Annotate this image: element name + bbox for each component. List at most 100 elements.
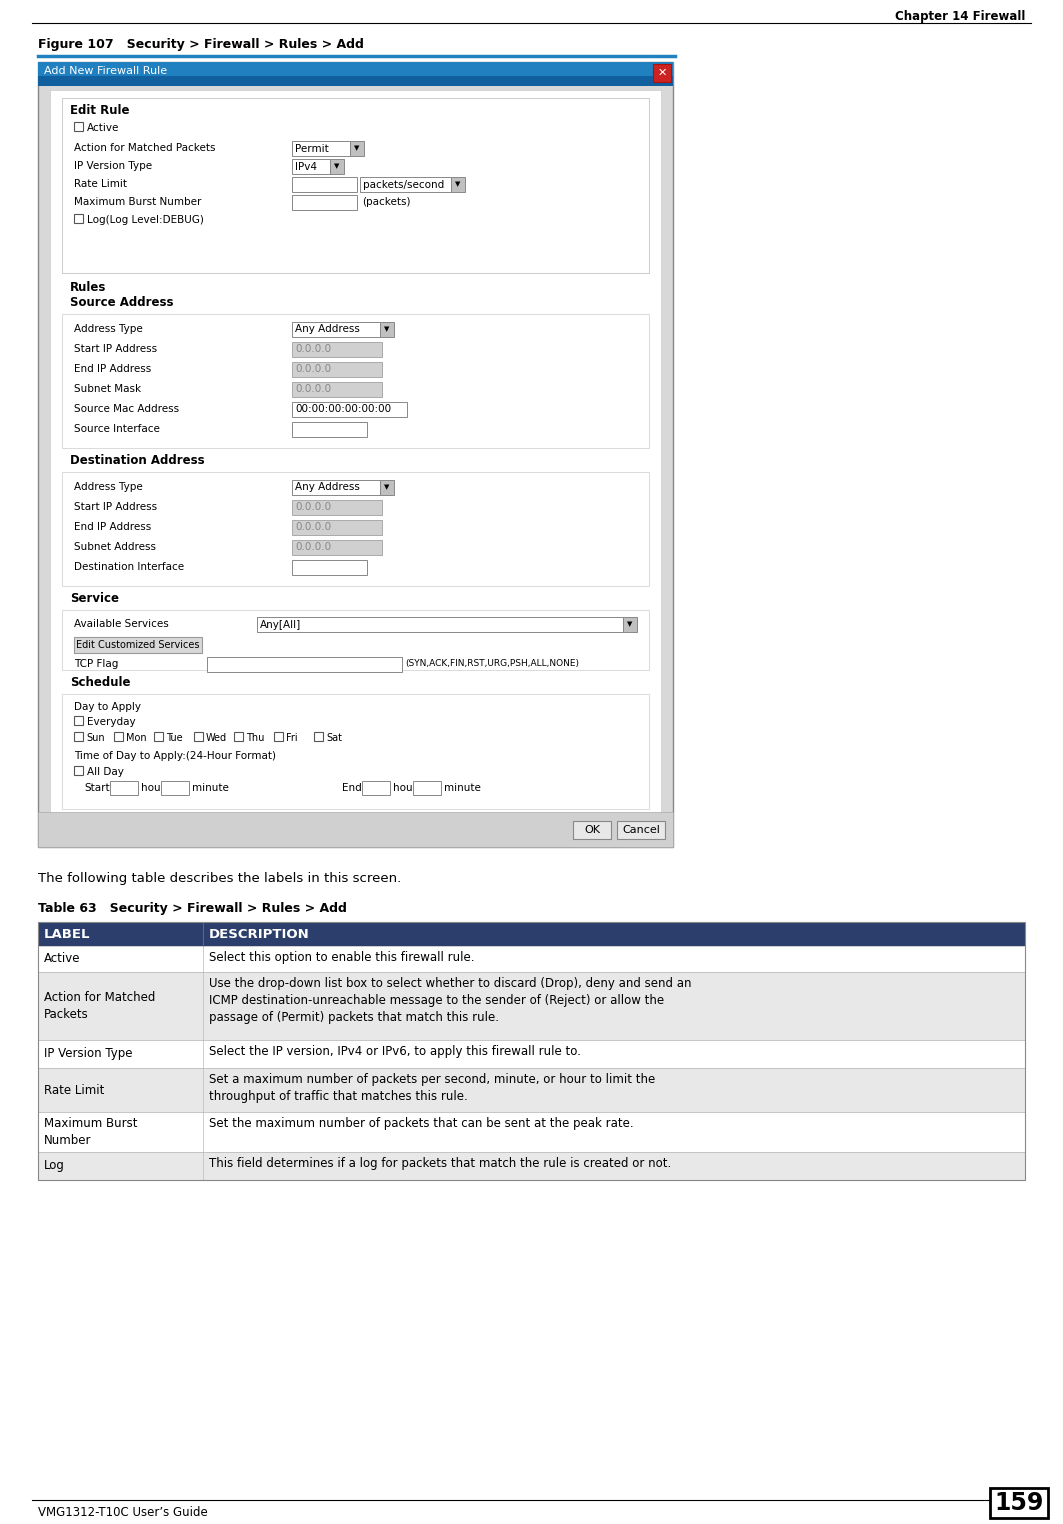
Bar: [653, 64, 671, 82]
Bar: [314, 732, 323, 741]
Bar: [195, 732, 203, 741]
Text: 159: 159: [994, 1490, 1044, 1515]
Bar: [292, 341, 382, 357]
Text: Source Mac Address: Source Mac Address: [74, 404, 180, 415]
Text: Source Address: Source Address: [70, 296, 173, 309]
Bar: [292, 142, 350, 155]
Text: VMG1312-T10C User’s Guide: VMG1312-T10C User’s Guide: [38, 1506, 207, 1519]
Text: 0.0.0.0: 0.0.0.0: [296, 543, 332, 553]
Text: Rate Limit: Rate Limit: [44, 1084, 104, 1096]
Text: hour: hour: [393, 783, 417, 792]
Text: Action for Matched Packets: Action for Matched Packets: [74, 143, 216, 152]
Bar: [62, 610, 649, 671]
Text: Day to Apply: Day to Apply: [74, 703, 141, 712]
Bar: [38, 62, 673, 847]
Bar: [114, 732, 123, 741]
Bar: [257, 617, 623, 632]
Bar: [74, 732, 83, 741]
Bar: [350, 142, 364, 155]
Text: Active: Active: [87, 123, 119, 133]
Text: minute: minute: [192, 783, 229, 792]
Text: Maximum Burst
Number: Maximum Burst Number: [44, 1117, 137, 1148]
Text: Destination Interface: Destination Interface: [74, 562, 184, 572]
Text: Add New Firewall Rule: Add New Firewall Rule: [44, 66, 167, 76]
Text: Any[All]: Any[All]: [260, 619, 301, 629]
Text: End IP Address: End IP Address: [74, 364, 151, 373]
Bar: [50, 90, 661, 828]
Text: End IP Address: End IP Address: [74, 523, 151, 532]
Text: Maximum Burst Number: Maximum Burst Number: [74, 197, 201, 207]
Text: Rate Limit: Rate Limit: [74, 178, 126, 189]
Text: Cancel: Cancel: [622, 824, 660, 835]
Text: Subnet Mask: Subnet Mask: [74, 384, 141, 395]
Text: ▼: ▼: [455, 181, 460, 187]
Text: Subnet Address: Subnet Address: [74, 543, 156, 552]
Bar: [38, 1152, 1025, 1180]
Text: Chapter 14 Firewall: Chapter 14 Firewall: [895, 11, 1025, 23]
Text: Rules: Rules: [70, 280, 106, 294]
Text: Thu: Thu: [246, 733, 265, 744]
Bar: [617, 821, 665, 840]
Text: Select this option to enable this firewall rule.: Select this option to enable this firewa…: [209, 951, 474, 965]
Bar: [292, 422, 367, 437]
Bar: [62, 314, 649, 448]
Bar: [292, 322, 379, 337]
Text: IPv4: IPv4: [296, 162, 317, 172]
Bar: [74, 637, 202, 652]
Text: Source Interface: Source Interface: [74, 424, 159, 434]
Bar: [74, 716, 83, 725]
Text: 0.0.0.0: 0.0.0.0: [296, 384, 332, 395]
Bar: [38, 76, 673, 85]
Bar: [292, 402, 407, 418]
Text: TCP Flag: TCP Flag: [74, 658, 118, 669]
Text: Any Address: Any Address: [296, 325, 360, 334]
Text: Edit Customized Services: Edit Customized Services: [77, 640, 200, 651]
Text: Set a maximum number of packets per second, minute, or hour to limit the
through: Set a maximum number of packets per seco…: [209, 1073, 655, 1103]
Bar: [62, 693, 649, 809]
Text: Active: Active: [44, 952, 81, 966]
Text: Sun: Sun: [86, 733, 104, 744]
Bar: [292, 383, 382, 396]
Text: OK: OK: [584, 824, 600, 835]
Text: Log(Log Level:DEBUG): Log(Log Level:DEBUG): [87, 215, 204, 226]
Text: 0.0.0.0: 0.0.0.0: [296, 523, 332, 532]
Bar: [62, 472, 649, 587]
Text: hour: hour: [141, 783, 165, 792]
Bar: [207, 657, 402, 672]
Text: Start IP Address: Start IP Address: [74, 501, 157, 512]
Text: DESCRIPTION: DESCRIPTION: [209, 928, 309, 940]
Text: Address Type: Address Type: [74, 325, 142, 334]
Bar: [292, 177, 357, 192]
Text: Tue: Tue: [166, 733, 183, 744]
Bar: [38, 922, 1025, 946]
Bar: [292, 500, 382, 515]
Text: Edit Rule: Edit Rule: [70, 104, 130, 117]
Text: 0.0.0.0: 0.0.0.0: [296, 503, 332, 512]
Bar: [274, 732, 283, 741]
Bar: [62, 98, 649, 273]
Text: Fri: Fri: [286, 733, 298, 744]
Text: Any Address: Any Address: [296, 483, 360, 492]
Bar: [360, 177, 451, 192]
Bar: [990, 1487, 1048, 1518]
Text: ▼: ▼: [385, 326, 390, 332]
Text: The following table describes the labels in this screen.: The following table describes the labels…: [38, 872, 401, 885]
Text: 00:00:00:00:00:00: 00:00:00:00:00:00: [296, 404, 391, 415]
Bar: [109, 780, 138, 796]
Text: Log: Log: [44, 1160, 65, 1172]
Text: ▼: ▼: [334, 163, 340, 169]
Bar: [154, 732, 163, 741]
Text: Time of Day to Apply:(24-Hour Format): Time of Day to Apply:(24-Hour Format): [74, 751, 276, 760]
Bar: [573, 821, 611, 840]
Text: Address Type: Address Type: [74, 482, 142, 492]
Text: Mon: Mon: [126, 733, 147, 744]
Text: Table 63   Security > Firewall > Rules > Add: Table 63 Security > Firewall > Rules > A…: [38, 902, 347, 914]
Bar: [38, 922, 1025, 1180]
Text: ▼: ▼: [354, 145, 359, 151]
Bar: [74, 122, 83, 131]
Text: Use the drop-down list box to select whether to discard (Drop), deny and send an: Use the drop-down list box to select whe…: [209, 977, 692, 1024]
Text: Available Services: Available Services: [74, 619, 169, 629]
Bar: [38, 946, 1025, 972]
Bar: [292, 539, 382, 555]
Text: Everyday: Everyday: [87, 716, 136, 727]
